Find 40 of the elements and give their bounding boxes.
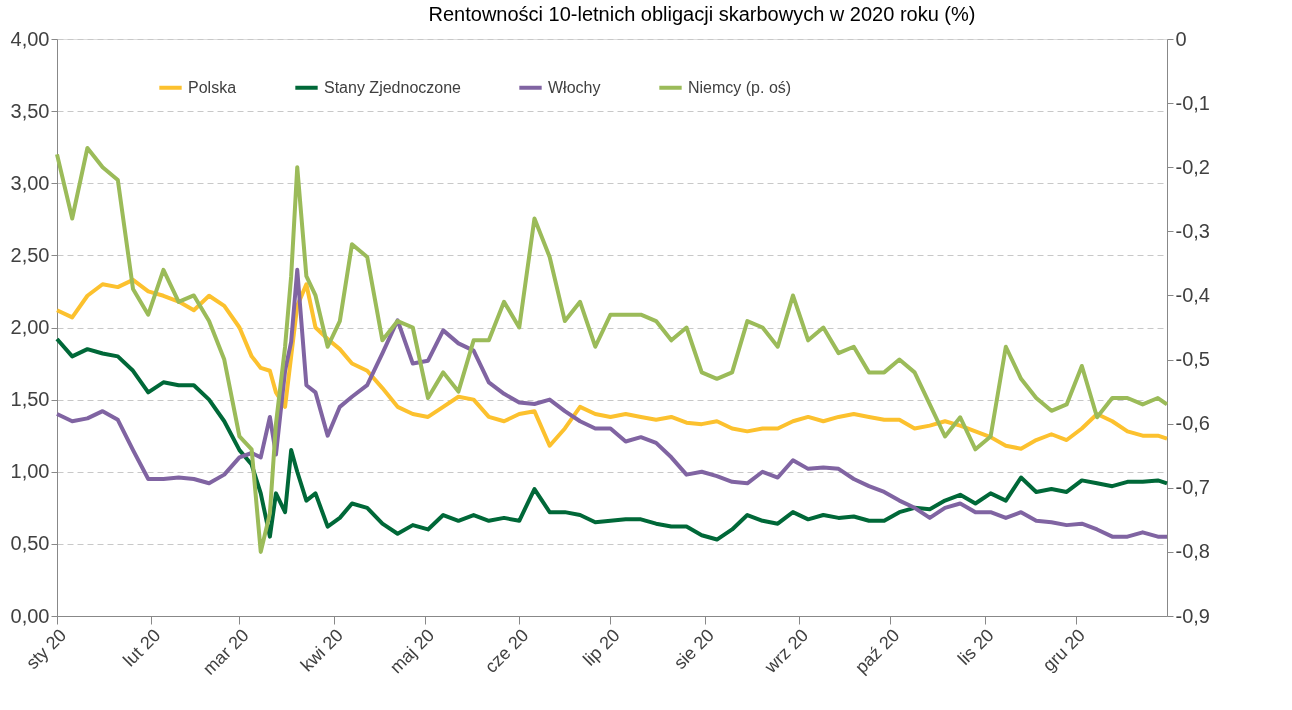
y2-tick-label: 0 xyxy=(1175,27,1187,50)
y-tick-label: 0,50 xyxy=(10,532,50,555)
legend-label: Stany Zjednoczone xyxy=(324,78,462,96)
x-tick-label: wrz 20 xyxy=(759,625,813,678)
y2-tick-label: -0,1 xyxy=(1175,91,1210,114)
y2-tick-label: -0,4 xyxy=(1175,283,1210,306)
x-tick-label: paź 20 xyxy=(851,625,904,678)
x-tick-label: maj 20 xyxy=(385,625,439,678)
x-tick-label: lis 20 xyxy=(953,625,998,669)
y-tick-label: 4,00 xyxy=(10,27,50,50)
x-tick-label: mar 20 xyxy=(198,625,253,679)
x-tick-label: kwi 20 xyxy=(296,625,347,676)
y2-tick-label: -0,2 xyxy=(1175,155,1210,178)
y-tick-label: 2,50 xyxy=(10,243,50,266)
x-tick-label: gru 20 xyxy=(1038,625,1089,676)
x-tick-label: lip 20 xyxy=(579,625,624,670)
line-series xyxy=(55,277,1169,451)
y2-tick-label: -0,9 xyxy=(1175,604,1210,627)
x-tick-label: sie 20 xyxy=(669,625,718,674)
y2-tick-label: -0,6 xyxy=(1175,412,1210,435)
line-series xyxy=(55,337,1169,542)
legend-label: Włochy xyxy=(548,78,601,96)
x-tick-label: sty 20 xyxy=(22,625,71,674)
y2-tick-label: -0,7 xyxy=(1175,476,1210,499)
y-tick-label: 2,00 xyxy=(10,316,50,338)
y-tick-label: 1,50 xyxy=(10,388,50,411)
y-tick-label: 1,00 xyxy=(10,460,50,483)
legend-label: Niemcy (p. oś) xyxy=(688,78,792,96)
line-series xyxy=(55,145,1169,554)
y-tick-label: 0,00 xyxy=(10,604,50,627)
y-tick-label: 3,00 xyxy=(10,171,50,194)
y-tick-label: 3,50 xyxy=(10,99,50,122)
y2-tick-label: -0,8 xyxy=(1175,540,1210,563)
y2-tick-label: -0,5 xyxy=(1175,348,1210,371)
x-tick-label: lut 20 xyxy=(119,625,165,671)
line-series xyxy=(55,267,1169,539)
legend-label: Polska xyxy=(188,78,237,96)
x-tick-label: cze 20 xyxy=(480,625,533,677)
y2-tick-label: -0,3 xyxy=(1175,219,1210,242)
chart-title: Rentowności 10-letnich obligacji skarbowych w 2020 roku (%) xyxy=(428,3,976,25)
